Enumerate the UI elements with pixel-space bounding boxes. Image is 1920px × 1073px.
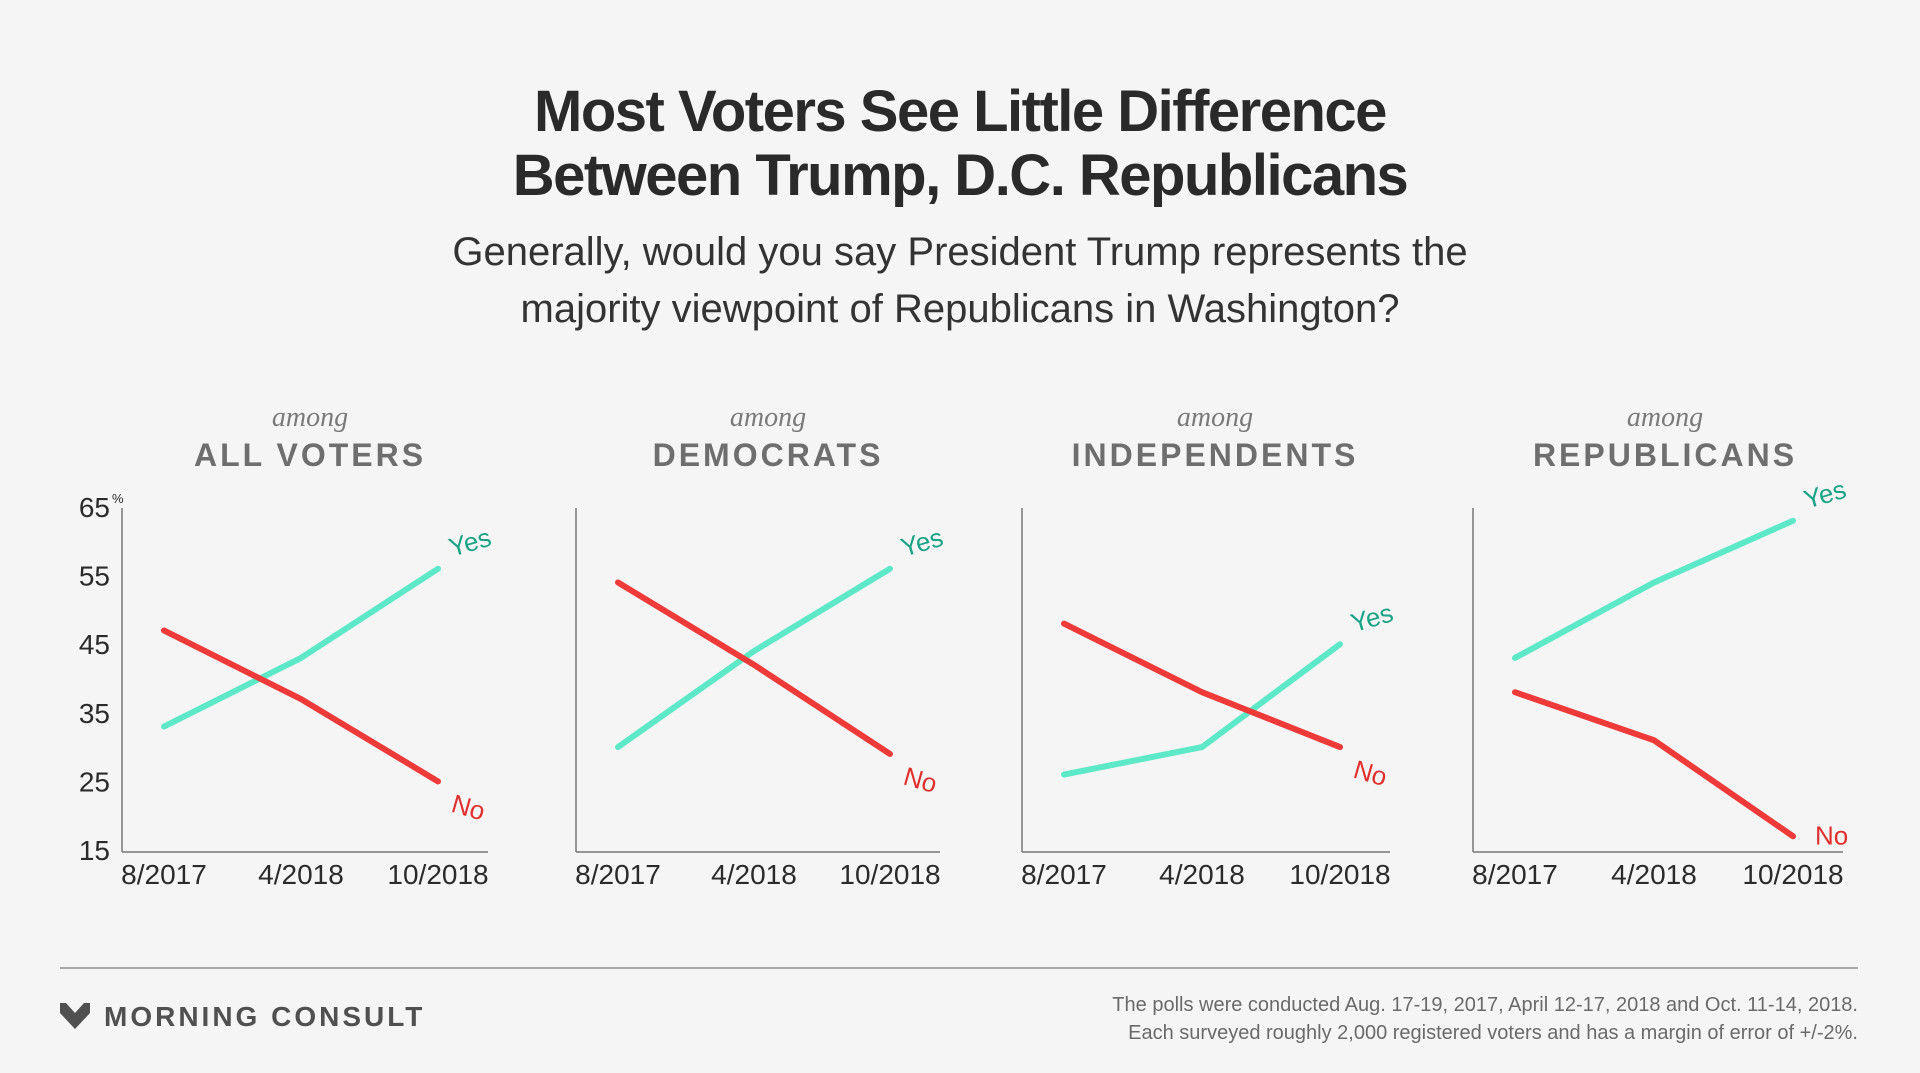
panel-all-voters-yes-label: Yes <box>445 522 494 563</box>
y-tick-label-15: 15 <box>79 835 110 866</box>
footnote-line-1: The polls were conducted Aug. 17-19, 201… <box>1112 994 1858 1016</box>
panel-republicans-x-tick-1: 4/2018 <box>1611 859 1697 890</box>
panel-independents-x-tick-0: 8/2017 <box>1021 859 1107 890</box>
chart-title: Most Voters See Little Difference Betwee… <box>0 80 1920 208</box>
panel-republicans-no-label: No <box>1815 820 1848 850</box>
footnote-line-2: Each surveyed roughly 2,000 registered v… <box>1128 1022 1858 1044</box>
chart-title-line-2: Between Trump, D.C. Republicans <box>512 143 1409 208</box>
y-unit-label: % <box>112 491 124 506</box>
panel-democrats-no-line <box>615 579 893 757</box>
panel-all-voters-x-tick-2: 10/2018 <box>387 859 488 890</box>
y-tick-label-55: 55 <box>79 561 110 592</box>
panel-independents-title: INDEPENDENTS <box>1072 437 1359 473</box>
brand-name: MORNING CONSULT <box>104 1001 426 1032</box>
chart-title-line-1: Most Voters See Little Difference <box>534 79 1387 144</box>
panel-democrats-kicker: among <box>730 402 806 433</box>
y-tick-label-35: 35 <box>79 698 110 729</box>
panel-all-voters-title: ALL VOTERS <box>194 437 426 473</box>
panel-all-voters-yes-line <box>161 565 441 730</box>
chart-subtitle-line-2: majority viewpoint of Republicans in Was… <box>520 287 1400 331</box>
panel-democrats-x-tick-0: 8/2017 <box>575 859 661 890</box>
panel-democrats-x-tick-1: 4/2018 <box>711 859 797 890</box>
panel-republicans-yes-label: Yes <box>1800 474 1849 515</box>
panel-republicans-yes-line <box>1512 517 1796 661</box>
panel-republicans-kicker: among <box>1627 402 1703 433</box>
panel-republicans-no-line <box>1512 689 1796 840</box>
panel-democrats-title: DEMOCRATS <box>653 437 884 473</box>
footer-divider <box>60 967 1858 969</box>
y-tick-label-45: 45 <box>79 629 110 660</box>
panel-republicans-title: REPUBLICANS <box>1533 437 1797 473</box>
panel-democrats-no-label: No <box>900 761 940 799</box>
panel-republicans-x-tick-0: 8/2017 <box>1472 859 1558 890</box>
chart-subtitle: Generally, would you say President Trump… <box>0 224 1920 338</box>
morning-consult-chevron-icon <box>60 1003 90 1029</box>
panel-republicans-x-tick-2: 10/2018 <box>1742 859 1843 890</box>
brand-logo-group: MORNING CONSULT <box>60 997 425 1037</box>
panel-independents-kicker: among <box>1177 402 1253 433</box>
footnote: The polls were conducted Aug. 17-19, 201… <box>1112 991 1858 1047</box>
panel-independents-x-tick-2: 10/2018 <box>1289 859 1390 890</box>
panel-democrats-x-tick-2: 10/2018 <box>839 859 940 890</box>
panel-all-voters-x-tick-0: 8/2017 <box>121 859 207 890</box>
panel-independents-yes-line <box>1061 641 1343 778</box>
panel-all-voters-no-label: No <box>448 788 488 826</box>
panel-independents-no-line <box>1061 620 1343 751</box>
y-tick-label-25: 25 <box>79 766 110 797</box>
panel-independents-no-label: No <box>1350 754 1390 792</box>
y-tick-label-65: 65 <box>79 492 110 523</box>
panel-independents-x-tick-1: 4/2018 <box>1159 859 1245 890</box>
panel-all-voters-no-line <box>161 627 441 785</box>
panel-all-voters-x-tick-1: 4/2018 <box>258 859 344 890</box>
chart-subtitle-line-1: Generally, would you say President Trump… <box>452 230 1468 274</box>
panel-democrats-yes-line <box>615 565 893 751</box>
panel-independents-yes-label: Yes <box>1347 597 1396 638</box>
panel-democrats-yes-label: Yes <box>897 522 946 563</box>
panel-all-voters-kicker: among <box>272 402 348 433</box>
